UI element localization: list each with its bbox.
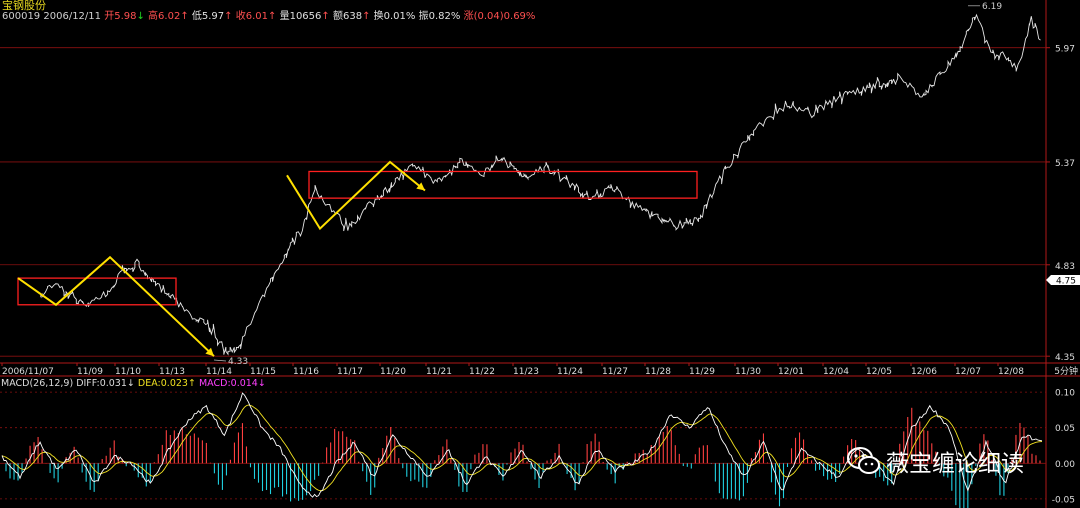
x-tick-label: 11/17 [337,367,363,377]
up-arrow-icon: ↑ [321,11,330,22]
price-line [39,13,1041,356]
macd-label: MACD(26,12,9) [1,378,74,389]
zigzag-arrowhead [416,182,425,191]
x-tick-label: 11/28 [645,367,671,377]
macd-value: 0.014 [230,378,258,389]
high-label: 高 [148,11,159,22]
watermark: 薇宝缠论细读 [846,444,1024,478]
x-tick-label: 11/10 [115,367,141,377]
amount-label: 额 [332,11,343,22]
down-arrow-icon: ↓ [136,11,145,22]
macd-tick-label: 0.10 [1055,389,1075,399]
price-tick-label: 4.35 [1055,353,1075,363]
x-tick-label: 11/22 [469,367,495,377]
close-label: 收 [235,11,246,22]
x-tick-label: 11/21 [426,367,452,377]
diff-value: 0.031 [99,378,127,389]
x-tick-label: 11/27 [602,367,628,377]
change-value: (0.04)0.69% [473,11,536,22]
close-value: 6.01 [245,11,268,22]
zigzag-line [17,255,215,357]
volume-label: 量 [279,11,290,22]
current-price-marker [1046,275,1080,286]
x-tick-label: 11/24 [557,367,583,377]
up-arrow-icon: ↑ [268,11,277,22]
volume-value: 10656 [289,11,322,22]
down-arrow-icon: ↓ [257,378,266,389]
x-tick-label: 11/16 [293,367,319,377]
open-label: 开 [104,11,115,22]
annotation-leader [213,359,227,362]
stock-code: 600019 [2,11,41,22]
x-tick-label: 11/13 [159,367,185,377]
x-tick-label: 12/05 [866,367,892,377]
macd-header: MACD(26,12,9) DIFF:0.031↓ DEA:0.023↑ MAC… [1,378,266,389]
x-tick-label: 11/14 [206,367,232,377]
amount-value: 638 [342,11,363,22]
turnover-label: 换 [373,11,384,22]
macd-tick-label: 0.00 [1055,460,1075,470]
macd-tick-label: -0.05 [1052,495,1075,505]
x-tick-label: 12/06 [911,367,937,377]
price-tick-label: 5.37 [1055,159,1075,169]
price-tick-label: 4.83 [1055,262,1075,272]
wechat-icon [847,447,880,474]
annotation-label: 6.19 [982,2,1002,12]
up-arrow-icon: ↑ [362,11,371,22]
macd-value-label: MACD: [198,378,231,389]
down-arrow-icon: ↓ [126,378,135,389]
x-tick-label: 12/07 [955,367,981,377]
dea-label: DEA: [137,378,161,389]
range-box [308,170,698,199]
watermark-text: 薇宝缠论细读 [886,451,1024,477]
up-arrow-icon: ↑ [224,11,233,22]
up-arrow-icon: ↑ [180,11,189,22]
x-tick-label: 12/04 [823,367,849,377]
amplitude-value: 0.82% [428,11,461,22]
x-tick-label: 12/08 [998,367,1024,377]
x-tick-label: 11/29 [689,367,715,377]
current-price-label: 4.75 [1056,277,1076,287]
turnover-value: 0.01% [383,11,416,22]
range-box [17,277,177,306]
x-tick-label: 11/20 [380,367,406,377]
x-tick-label: 2006/11/07 [2,367,54,377]
dea-value: 0.023 [160,378,188,389]
annotation-label: 4.33 [228,357,248,367]
x-tick-label: 11/30 [735,367,761,377]
amplitude-label: 振 [418,11,429,22]
stock-name: 宝钢股份 [2,0,46,12]
open-value: 5.98 [114,11,137,22]
low-label: 低 [191,11,202,22]
zigzag-line [286,160,426,231]
bar-date: 2006/12/11 [43,11,102,22]
diff-label: DIFF: [76,378,100,389]
up-arrow-icon: ↑ [187,378,196,389]
zigzag-arrowhead [205,347,214,357]
price-info-header: 宝钢股份 600019 2006/12/11 开5.98↓ 高6.02↑ 低5.… [2,0,535,22]
low-value: 5.97 [201,11,225,22]
x-tick-label: 12/01 [778,367,804,377]
period-label: 5分钟 [1054,365,1078,377]
high-value: 6.02 [158,11,181,22]
price-tick-label: 5.97 [1055,45,1075,55]
x-tick-label: 11/15 [250,367,276,377]
x-tick-label: 11/23 [513,367,539,377]
macd-tick-label: 0.05 [1055,424,1075,434]
change-label: 涨 [463,11,474,22]
x-tick-label: 11/09 [77,367,103,377]
